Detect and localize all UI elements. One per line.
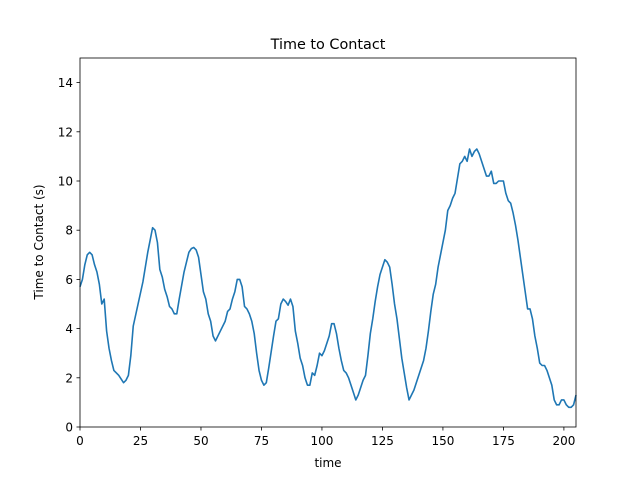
y-axis-label: Time to Contact (s)	[32, 184, 46, 300]
data-line	[79, 148, 577, 409]
x-tick-label: 25	[133, 434, 148, 448]
y-tick-label: 14	[58, 76, 73, 90]
x-axis-label: time	[314, 456, 341, 470]
y-tick-label: 12	[58, 125, 73, 139]
plot-frame	[79, 57, 577, 428]
y-tick-label: 2	[65, 371, 73, 385]
x-tick-label: 125	[371, 434, 394, 448]
x-tick-label: 175	[492, 434, 515, 448]
x-tick-label: 50	[193, 434, 208, 448]
y-tick-label: 4	[65, 322, 73, 336]
chart-title: Time to Contact	[270, 37, 386, 53]
y-tick-label: 6	[65, 273, 73, 287]
x-tick-label: 100	[310, 434, 333, 448]
y-tick-label: 8	[65, 224, 73, 238]
y-tick-label: 0	[65, 421, 73, 435]
x-tick-label: 200	[552, 434, 575, 448]
x-tick-label: 150	[431, 434, 454, 448]
y-tick-label: 10	[58, 175, 73, 189]
x-tick-label: 75	[254, 434, 269, 448]
x-tick-label: 0	[76, 434, 84, 448]
